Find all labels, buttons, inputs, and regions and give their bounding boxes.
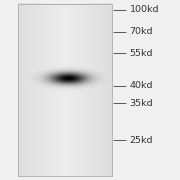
- Text: 25kd: 25kd: [130, 136, 153, 145]
- Text: 100kd: 100kd: [130, 5, 159, 14]
- Text: 70kd: 70kd: [130, 27, 153, 36]
- Text: 40kd: 40kd: [130, 81, 153, 90]
- Bar: [18, 4, 112, 176]
- Text: 55kd: 55kd: [130, 49, 153, 58]
- Text: 35kd: 35kd: [130, 99, 153, 108]
